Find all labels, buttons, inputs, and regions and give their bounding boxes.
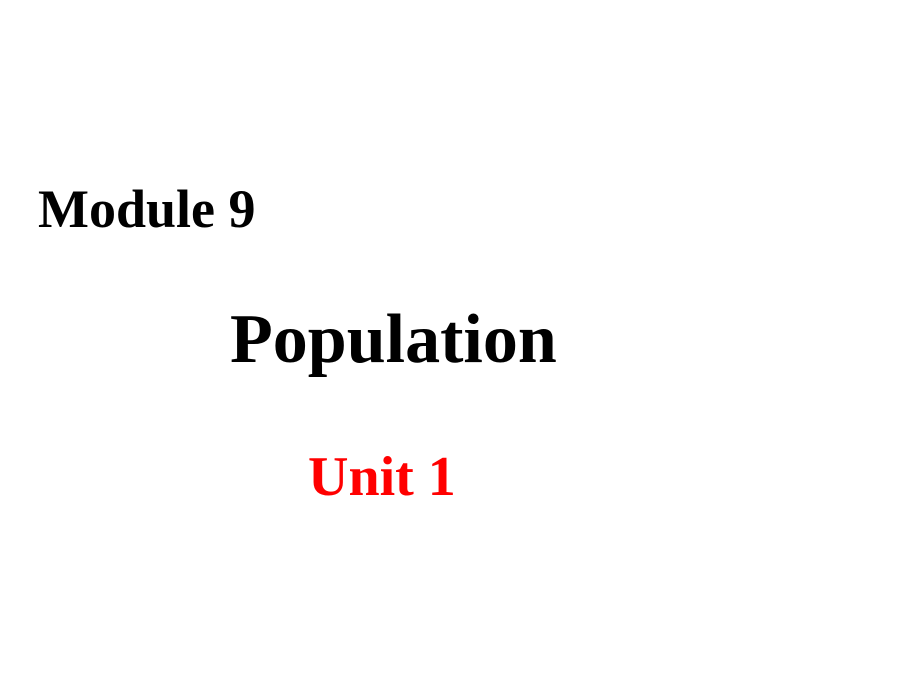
unit-label: Unit 1 bbox=[308, 445, 456, 509]
slide-title: Population bbox=[230, 300, 557, 380]
module-label: Module 9 bbox=[38, 178, 256, 240]
